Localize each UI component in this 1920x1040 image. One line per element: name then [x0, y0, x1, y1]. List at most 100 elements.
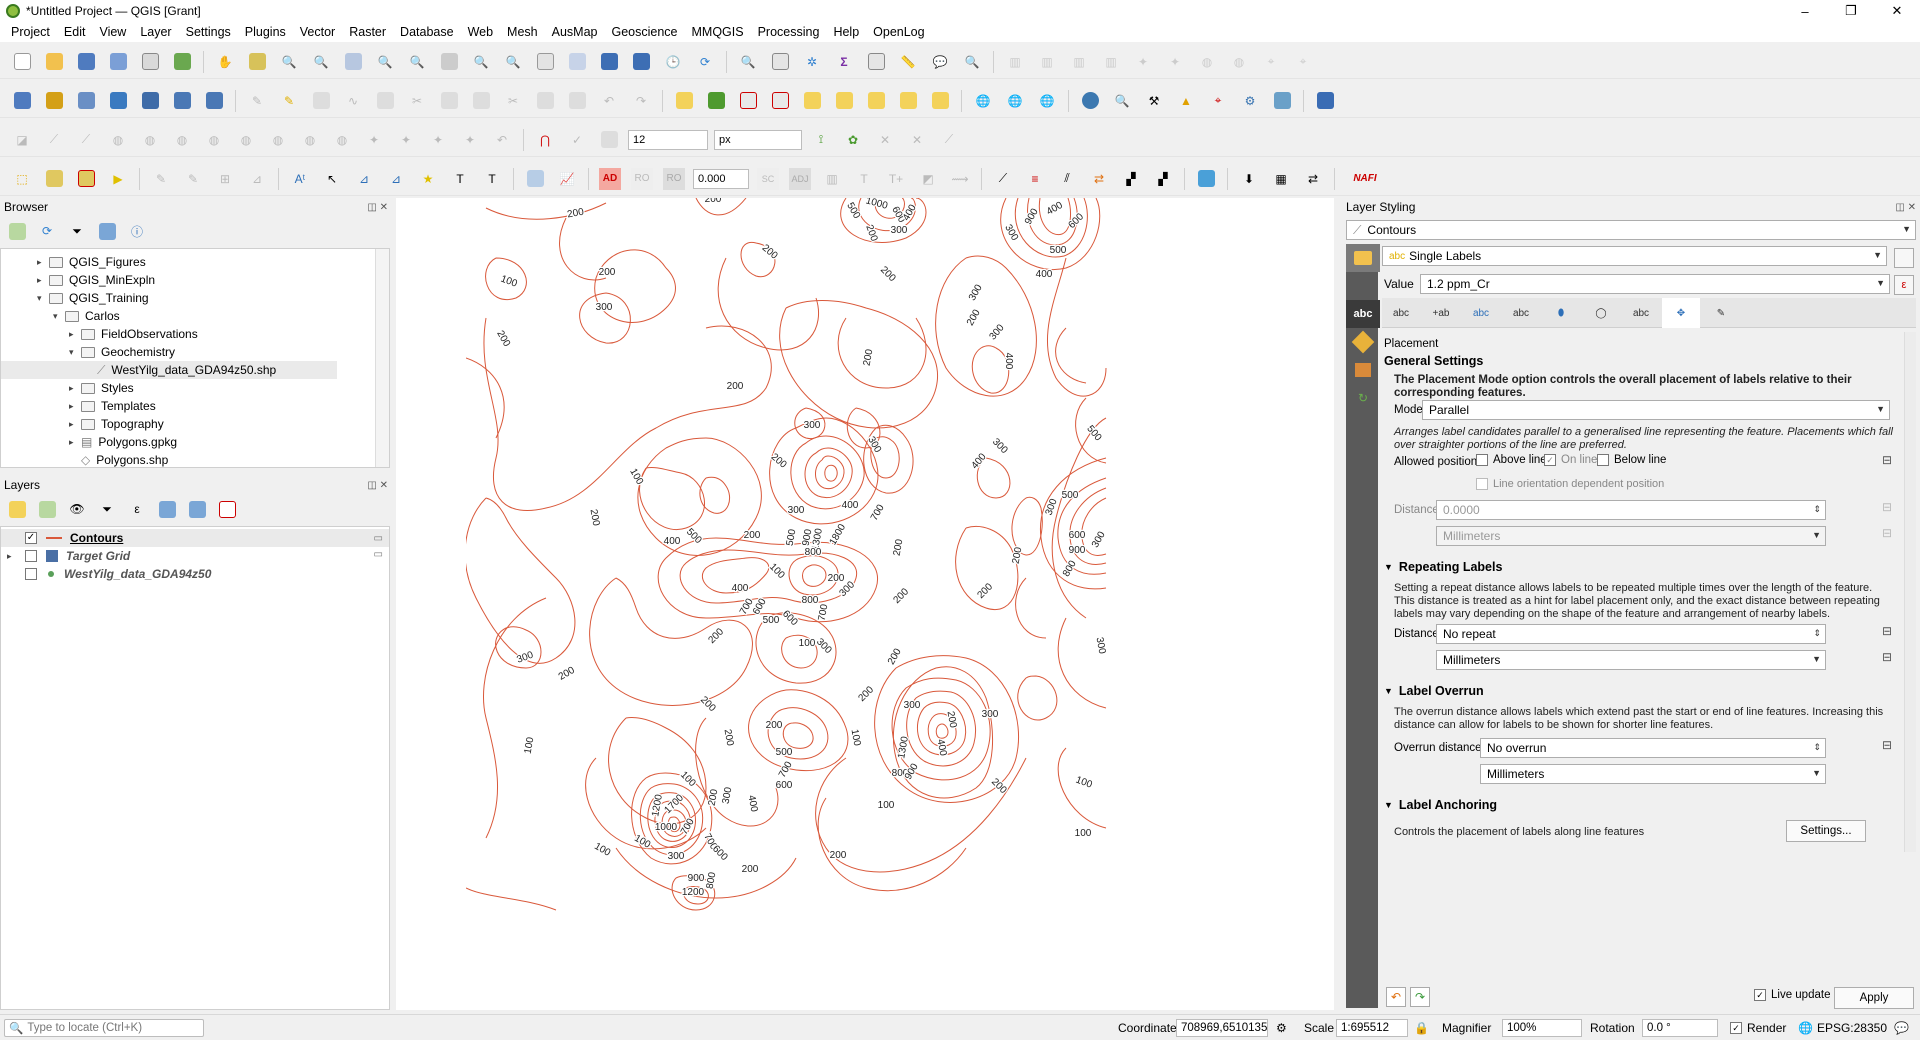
offset-input[interactable]: 0.000 — [693, 168, 749, 189]
browser-item[interactable]: ▸ Styles — [69, 381, 134, 395]
cursor-tool-icon[interactable]: ⌖ — [1214, 93, 1222, 107]
hatch-3-icon[interactable]: ⫽ — [1064, 171, 1070, 185]
repeating-labels-section[interactable]: ▼ Repeating Labels — [1384, 560, 1503, 574]
menu-settings[interactable]: Settings — [185, 25, 231, 39]
add-selected-icon[interactable] — [6, 220, 28, 242]
polygon-annotation-icon[interactable]: ⊿ — [358, 171, 370, 186]
zoom-selection-icon[interactable]: 🔍 — [377, 54, 393, 69]
hatch-1-icon[interactable]: ⟋ — [998, 171, 1008, 185]
data-defined-override-icon[interactable]: ⊟ — [1882, 650, 1893, 664]
label-tool-icon[interactable] — [673, 90, 695, 112]
pan-to-selection-icon[interactable] — [246, 51, 268, 73]
mode-select[interactable]: Parallel ▼ — [1422, 400, 1890, 420]
zoom-layer-icon[interactable]: 🔍 — [409, 54, 425, 69]
new-project-icon[interactable] — [11, 51, 33, 73]
line-orientation-checkbox[interactable]: Line orientation dependent position — [1476, 478, 1664, 490]
placement-tab-icon[interactable]: ✥ — [1662, 298, 1700, 328]
masks-tab-icon[interactable] — [1346, 356, 1380, 384]
pin-labels-icon[interactable] — [737, 90, 759, 112]
data-defined-override-icon[interactable]: ⊟ — [1882, 453, 1893, 467]
processing-toolbox-icon[interactable]: ⚒ — [1148, 93, 1160, 108]
browser-refresh-icon[interactable]: ⟳ — [41, 224, 53, 238]
background-tab-icon[interactable]: ⬮ — [1557, 307, 1565, 319]
map-canvas[interactable]: 200 200 1000 600 400 500 200 300 900 400 600 300 500… — [396, 198, 1334, 1010]
select-by-location-icon[interactable]: 🔍 — [964, 54, 980, 69]
collapse-all-layers-icon[interactable] — [186, 498, 208, 520]
plugin-blue-icon[interactable] — [1195, 168, 1217, 190]
new-3d-view-icon[interactable] — [566, 51, 588, 73]
globe-3-icon[interactable]: 🌐 — [1039, 93, 1055, 108]
add-vector-layer-icon[interactable] — [11, 90, 33, 112]
layer-indicator-icon[interactable]: ▭ — [373, 549, 383, 560]
expand-all-icon[interactable] — [156, 498, 178, 520]
browser-item[interactable]: ▸ ▤ Polygons.gpkg — [69, 435, 178, 449]
menu-database[interactable]: Database — [400, 25, 454, 39]
new-map-view-icon[interactable] — [534, 51, 556, 73]
select-location-icon[interactable]: ▶ — [113, 171, 123, 186]
add-mesh-icon[interactable] — [139, 90, 161, 112]
placement-scrollbar[interactable] — [1904, 332, 1916, 852]
expression-epsilon-icon[interactable]: ε — [1894, 275, 1914, 295]
open-styling-icon[interactable] — [6, 498, 28, 520]
3d-view-tab-icon[interactable] — [1346, 328, 1380, 356]
add-wms-icon[interactable] — [171, 90, 193, 112]
mask-tab-icon[interactable]: abc — [1512, 307, 1530, 319]
highlight-pinned-icon[interactable] — [769, 90, 791, 112]
road-tool-icon[interactable] — [1271, 90, 1293, 112]
pointer-annotation-icon[interactable]: ↖ — [326, 171, 338, 186]
add-raster-layer-icon[interactable] — [43, 90, 65, 112]
menu-vector[interactable]: Vector — [299, 25, 336, 39]
layer-row-target-grid[interactable]: ▸ Target Grid — [7, 549, 131, 563]
browser-item-selected[interactable]: ⟋ WestYilg_data_GDA94z50.shp — [1, 361, 337, 379]
apply-button[interactable]: Apply — [1834, 987, 1914, 1009]
menu-processing[interactable]: Processing — [757, 25, 820, 39]
value-expression-select[interactable]: 1.2 ppm_Cr ▼ — [1420, 274, 1890, 294]
labels-tab-icon[interactable]: abc — [1346, 300, 1380, 328]
label-anchoring-section[interactable]: ▼ Label Anchoring — [1384, 798, 1498, 812]
add-group-icon[interactable] — [36, 498, 58, 520]
identify-icon[interactable]: 🔍 — [740, 54, 756, 69]
anchoring-settings-button[interactable]: Settings... — [1786, 820, 1866, 842]
checker-2-icon[interactable]: ▞ — [1158, 171, 1168, 186]
label-badge-ad-icon[interactable]: AD — [599, 167, 621, 190]
snapping-unit-select[interactable]: px — [714, 129, 802, 150]
distance-unit-select[interactable]: Millimeters ▼ — [1436, 526, 1826, 546]
magnifier-field[interactable]: 100% — [1502, 1019, 1582, 1037]
overrun-unit-select[interactable]: Millimeters ▼ — [1480, 764, 1826, 784]
menu-mmqgis[interactable]: MMQGIS — [691, 25, 744, 39]
rendering-tab-icon[interactable]: ✎ — [1716, 307, 1726, 319]
data-defined-override-icon[interactable]: ⊟ — [1882, 500, 1893, 514]
redo-style-icon[interactable]: ↷ — [1410, 987, 1430, 1007]
manage-themes-icon[interactable]: 👁 — [69, 502, 85, 516]
grid-select-icon[interactable]: ▦ — [1275, 171, 1287, 186]
help-icon[interactable] — [1314, 90, 1336, 112]
hatch-2-icon[interactable]: ≡ — [1031, 171, 1039, 186]
data-defined-override-icon[interactable]: ⊟ — [1882, 526, 1893, 540]
network-tool-icon[interactable]: ⚙ — [1244, 93, 1256, 108]
below-line-checkbox[interactable]: Below line — [1597, 454, 1666, 466]
open-attribute-table-icon[interactable] — [769, 51, 791, 73]
layer-visibility-checkbox[interactable] — [25, 550, 37, 562]
add-wfs-icon[interactable] — [203, 90, 225, 112]
layer-visibility-checkbox[interactable] — [25, 568, 37, 580]
browser-item[interactable]: ▸ Topography — [69, 417, 164, 431]
browser-info-icon[interactable]: ⓘ — [130, 224, 143, 239]
scale-field[interactable]: 1:695512 — [1336, 1019, 1408, 1037]
filter-legend-icon[interactable]: ⏷ — [102, 501, 112, 516]
layer-labeling-icon[interactable] — [705, 90, 727, 112]
styling-close-icon[interactable]: ◫ ✕ — [1895, 201, 1916, 213]
menu-project[interactable]: Project — [11, 25, 50, 39]
text-along-icon[interactable]: T — [456, 171, 464, 186]
layer-select[interactable]: ⟋ Contours ▼ — [1346, 220, 1916, 240]
locate-search-input[interactable]: 🔍 Type to locate (Ctrl+K) — [4, 1019, 204, 1037]
messages-icon[interactable]: 💬 — [1894, 1021, 1909, 1035]
menu-plugins[interactable]: Plugins — [244, 25, 286, 39]
label-overrun-section[interactable]: ▼ Label Overrun — [1384, 684, 1484, 698]
zoom-full-icon[interactable] — [342, 51, 364, 73]
repeat-unit-select[interactable]: Millimeters ▼ — [1436, 650, 1826, 670]
zoom-native-icon[interactable] — [438, 51, 460, 73]
new-print-layout-icon[interactable] — [139, 51, 161, 73]
menu-layer[interactable]: Layer — [140, 25, 172, 39]
menu-geoscience[interactable]: Geoscience — [611, 25, 678, 39]
refresh-icon[interactable]: ⟳ — [699, 54, 711, 69]
